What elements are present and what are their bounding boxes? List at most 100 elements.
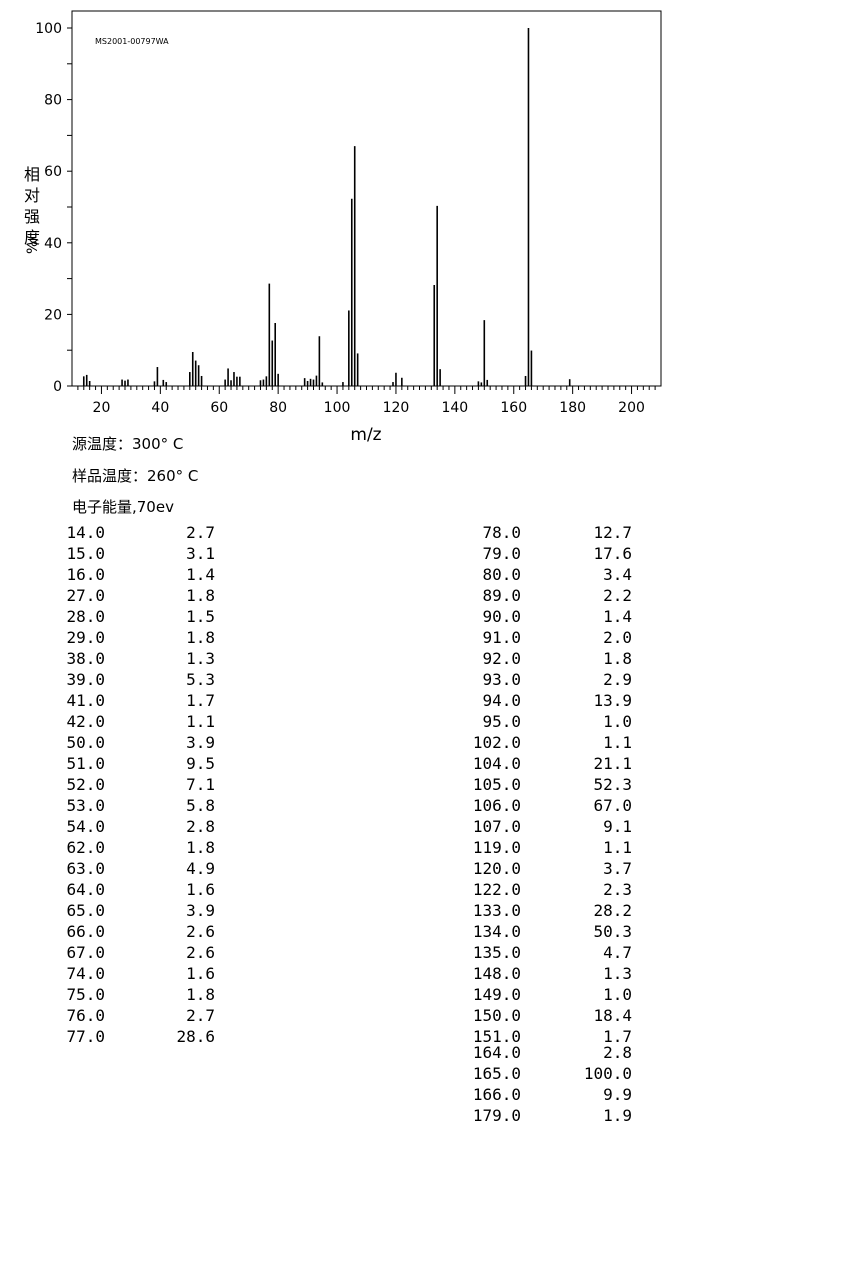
intensity-value: 3.1: [186, 544, 215, 563]
intensity-value: 1.8: [603, 649, 632, 668]
mz-value: 90.0: [482, 607, 521, 626]
x-tick-label: 140: [441, 400, 468, 416]
x-tick-label: 80: [269, 400, 287, 416]
mz-value: 107.0: [472, 817, 521, 836]
mz-value: 148.0: [472, 964, 521, 983]
intensity-value: 7.1: [186, 775, 215, 794]
source-temperature: 源温度：300° C: [72, 435, 184, 453]
mz-value: 166.0: [472, 1085, 521, 1104]
intensity-value: 1.8: [186, 628, 215, 647]
intensity-value: 18.4: [593, 1006, 632, 1025]
mz-value: 179.0: [472, 1106, 521, 1125]
intensity-value: 1.7: [603, 1027, 632, 1046]
mz-value: 62.0: [66, 838, 105, 857]
mz-value: 75.0: [66, 985, 105, 1004]
intensity-value: 1.9: [603, 1106, 632, 1125]
mz-value: 80.0: [482, 565, 521, 584]
mz-value: 104.0: [472, 754, 521, 773]
mz-value: 92.0: [482, 649, 521, 668]
mz-value: 16.0: [66, 565, 105, 584]
intensity-value: 3.9: [186, 733, 215, 752]
mz-value: 79.0: [482, 544, 521, 563]
intensity-value: 100.0: [583, 1064, 632, 1083]
mz-value: 50.0: [66, 733, 105, 752]
sample-temperature: 样品温度：260° C: [72, 467, 199, 485]
intensity-value: 1.1: [186, 712, 215, 731]
intensity-value: 28.2: [593, 901, 632, 920]
mz-value: 64.0: [66, 880, 105, 899]
intensity-value: 1.8: [186, 838, 215, 857]
intensity-value: 3.7: [603, 859, 632, 878]
intensity-value: 3.9: [186, 901, 215, 920]
mz-value: 78.0: [482, 523, 521, 542]
mz-value: 102.0: [472, 733, 521, 752]
x-tick-label: 180: [559, 400, 586, 416]
x-tick-label: 160: [500, 400, 527, 416]
intensity-value: 1.6: [186, 880, 215, 899]
mz-value: 54.0: [66, 817, 105, 836]
electron-energy: 电子能量,70ev: [72, 498, 174, 516]
y-tick-label: 40: [44, 236, 62, 252]
intensity-value: 1.5: [186, 607, 215, 626]
intensity-value: 13.9: [593, 691, 632, 710]
mz-value: 119.0: [472, 838, 521, 857]
mz-value: 94.0: [482, 691, 521, 710]
mz-value: 93.0: [482, 670, 521, 689]
mass-spectrum-chart: 20 40 60 80 100 120 140 160 180 200 0 20 40 60 80 100 M…: [24, 10, 662, 445]
mz-value: 164.0: [472, 1043, 521, 1062]
mz-value: 89.0: [482, 586, 521, 605]
intensity-value: 1.3: [603, 964, 632, 983]
intensity-value: 28.6: [176, 1027, 215, 1046]
mz-value: 15.0: [66, 544, 105, 563]
x-axis-label: m/z: [350, 425, 381, 445]
intensity-value: 3.4: [603, 565, 632, 584]
intensity-value: 1.8: [186, 586, 215, 605]
y-tick-label: 0: [53, 379, 62, 395]
intensity-value: 1.4: [186, 565, 215, 584]
mz-value: 106.0: [472, 796, 521, 815]
intensity-value: 2.8: [186, 817, 215, 836]
mz-value: 105.0: [472, 775, 521, 794]
mz-value: 133.0: [472, 901, 521, 920]
intensity-value: 2.3: [603, 880, 632, 899]
mz-value: 134.0: [472, 922, 521, 941]
mz-value: 53.0: [66, 796, 105, 815]
mz-value: 41.0: [66, 691, 105, 710]
intensity-value: 1.0: [603, 712, 632, 731]
intensity-value: 50.3: [593, 922, 632, 941]
mz-value: 66.0: [66, 922, 105, 941]
y-axis-label-char: 相: [24, 165, 40, 184]
sample-id-label: MS2001-00797WA: [95, 37, 169, 46]
mz-value: 67.0: [66, 943, 105, 962]
mz-value: 135.0: [472, 943, 521, 962]
intensity-value: 1.8: [186, 985, 215, 1004]
intensity-value: 2.2: [603, 586, 632, 605]
mz-value: 28.0: [66, 607, 105, 626]
mz-value: 77.0: [66, 1027, 105, 1046]
plot-frame: [71, 10, 662, 387]
y-tick-label: 20: [44, 307, 62, 323]
mz-value: 39.0: [66, 670, 105, 689]
y-axis-label-char: 度: [24, 228, 40, 247]
y-tick-label: 100: [35, 21, 62, 37]
intensity-value: 9.9: [603, 1085, 632, 1104]
intensity-value: 1.1: [603, 733, 632, 752]
y-axis-label-unit: %/: [25, 236, 41, 254]
mz-value: 149.0: [472, 985, 521, 1004]
intensity-value: 1.1: [603, 838, 632, 857]
mz-value: 27.0: [66, 586, 105, 605]
intensity-value: 52.3: [593, 775, 632, 794]
x-tick-label: 120: [383, 400, 410, 416]
intensity-value: 9.5: [186, 754, 215, 773]
intensity-value: 67.0: [593, 796, 632, 815]
mz-value: 42.0: [66, 712, 105, 731]
mz-value: 52.0: [66, 775, 105, 794]
intensity-value: 2.7: [186, 1006, 215, 1025]
intensity-value: 1.4: [603, 607, 632, 626]
intensity-value: 9.1: [603, 817, 632, 836]
mz-value: 74.0: [66, 964, 105, 983]
x-tick-label: 20: [93, 400, 111, 416]
intensity-value: 2.0: [603, 628, 632, 647]
mz-value: 120.0: [472, 859, 521, 878]
